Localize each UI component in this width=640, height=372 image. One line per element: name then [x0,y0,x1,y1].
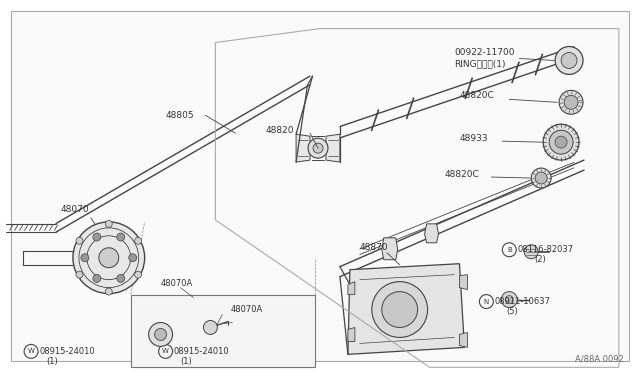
Polygon shape [348,282,355,295]
Text: N: N [484,299,489,305]
Circle shape [73,222,145,294]
Text: 48070A: 48070A [161,279,193,288]
Text: RINGリング(1): RINGリング(1) [454,59,506,68]
Circle shape [106,220,112,227]
Text: 08911-10637: 08911-10637 [494,297,550,306]
Polygon shape [296,134,310,162]
Circle shape [116,233,125,241]
Circle shape [116,275,125,282]
Text: (1): (1) [180,357,192,366]
Polygon shape [460,333,467,347]
Text: 48820: 48820 [265,126,294,135]
Circle shape [134,237,141,244]
Circle shape [555,136,567,148]
Circle shape [148,323,173,346]
Circle shape [501,292,517,308]
Text: 00922-11700: 00922-11700 [454,48,515,57]
Circle shape [555,46,583,74]
Circle shape [372,282,428,337]
Circle shape [76,237,83,244]
Polygon shape [348,264,465,355]
Polygon shape [348,327,355,341]
Circle shape [549,130,573,154]
Polygon shape [326,134,340,162]
Circle shape [382,292,418,327]
Circle shape [129,254,137,262]
Circle shape [524,245,538,259]
Text: 48820C: 48820C [445,170,479,179]
Text: 08915-24010: 08915-24010 [173,347,229,356]
Circle shape [99,248,119,268]
Text: 48870: 48870 [360,243,388,252]
Text: A/88A 0092: A/88A 0092 [575,355,624,363]
Text: (1): (1) [46,357,58,366]
Polygon shape [460,275,467,290]
Text: B: B [507,247,511,253]
Text: W: W [162,349,169,355]
Text: 48805: 48805 [166,111,194,120]
Circle shape [134,271,141,278]
Circle shape [76,271,83,278]
Circle shape [506,296,513,304]
Text: 08116-82037: 08116-82037 [517,245,573,254]
Text: 48933: 48933 [460,134,488,143]
Circle shape [535,172,547,184]
Text: (5): (5) [506,307,518,316]
Circle shape [308,138,328,158]
Circle shape [155,328,166,340]
Polygon shape [424,224,438,243]
Circle shape [564,95,578,109]
Bar [131,295,315,367]
Text: 08915-24010: 08915-24010 [39,347,95,356]
Circle shape [561,52,577,68]
Text: W: W [28,349,35,355]
Circle shape [559,90,583,114]
Circle shape [204,321,218,334]
Circle shape [93,233,101,241]
Text: 48070A: 48070A [230,305,262,314]
Text: 48070: 48070 [61,205,90,214]
Circle shape [106,288,112,295]
Text: (2): (2) [534,255,546,264]
Circle shape [543,124,579,160]
Circle shape [81,254,89,262]
Polygon shape [382,238,397,260]
Circle shape [93,275,101,282]
Circle shape [313,143,323,153]
Circle shape [531,168,551,188]
Text: 48820C: 48820C [460,91,494,100]
